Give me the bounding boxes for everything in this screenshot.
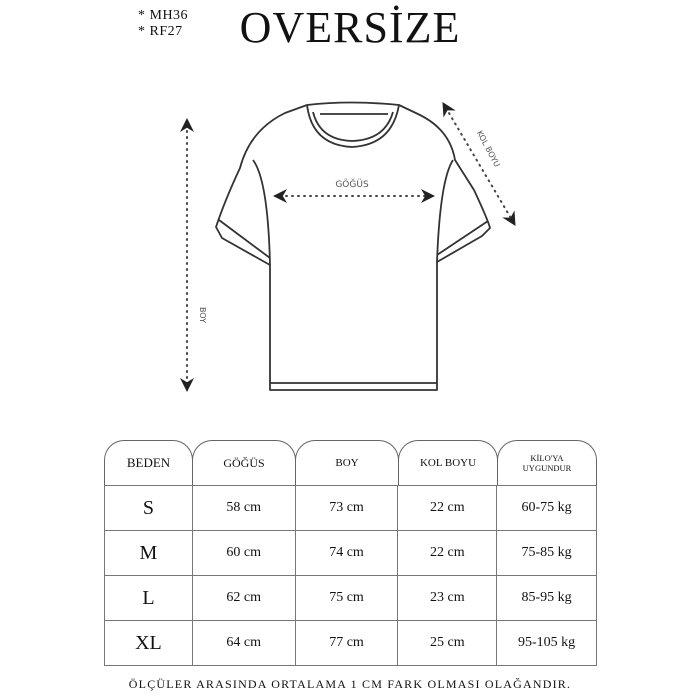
value-cell: 74 cm <box>294 530 399 576</box>
value-cell: 75-85 kg <box>496 530 597 576</box>
value-cell: 62 cm <box>191 575 296 621</box>
table-row: XL 64 cm 77 cm 25 cm 95-105 kg <box>104 620 597 666</box>
tshirt-outline <box>215 101 491 391</box>
value-cell: 64 cm <box>191 620 296 666</box>
chest-label: GÖĞÜS <box>335 178 369 190</box>
value-cell: 85-95 kg <box>496 575 597 621</box>
value-cell: 77 cm <box>294 620 399 666</box>
size-cell: XL <box>104 620 193 666</box>
header-weight: KİLO'YA UYGUNDUR <box>497 440 597 485</box>
table-header: BEDEN GÖĞÜS BOY KOL BOYU KİLO'YA UYGUNDU… <box>104 440 597 485</box>
value-cell: 25 cm <box>397 620 498 666</box>
header-chest: GÖĞÜS <box>192 440 296 485</box>
sleeve-label: KOL BOYU <box>475 129 502 169</box>
table-row: M 60 cm 74 cm 22 cm 75-85 kg <box>104 530 597 576</box>
table-row: L 62 cm 75 cm 23 cm 85-95 kg <box>104 575 597 621</box>
code-line: * RF27 <box>138 24 183 39</box>
value-cell: 23 cm <box>397 575 498 621</box>
header-sleeve: KOL BOYU <box>398 440 498 485</box>
header-weight-line: UYGUNDUR <box>522 463 572 473</box>
footer-note: ÖLÇÜLER ARASINDA ORTALAMA 1 CM FARK OLMA… <box>128 677 572 691</box>
size-cell: L <box>104 575 193 621</box>
value-cell: 60 cm <box>191 530 296 576</box>
header-length: BOY <box>295 440 399 485</box>
code-line: * MH36 <box>138 8 189 23</box>
value-cell: 22 cm <box>397 485 498 531</box>
header-size: BEDEN <box>104 440 193 485</box>
table-row: S 58 cm 73 cm 22 cm 60-75 kg <box>104 485 597 531</box>
value-cell: 58 cm <box>191 485 296 531</box>
value-cell: 60-75 kg <box>496 485 597 531</box>
page-title: OVERSİZE <box>239 3 461 52</box>
value-cell: 95-105 kg <box>496 620 597 666</box>
value-cell: 75 cm <box>294 575 399 621</box>
size-cell: S <box>104 485 193 531</box>
length-label: BOY <box>198 307 207 323</box>
size-cell: M <box>104 530 193 576</box>
product-codes: * MH36 * RF27 <box>138 8 188 40</box>
size-table: S 58 cm 73 cm 22 cm 60-75 kg M 60 cm 74 cm 22 cm… <box>104 485 597 666</box>
header-weight-line: KİLO'YA <box>530 453 564 463</box>
value-cell: 22 cm <box>397 530 498 576</box>
value-cell: 73 cm <box>294 485 399 531</box>
sleeve-arrow <box>442 101 516 227</box>
